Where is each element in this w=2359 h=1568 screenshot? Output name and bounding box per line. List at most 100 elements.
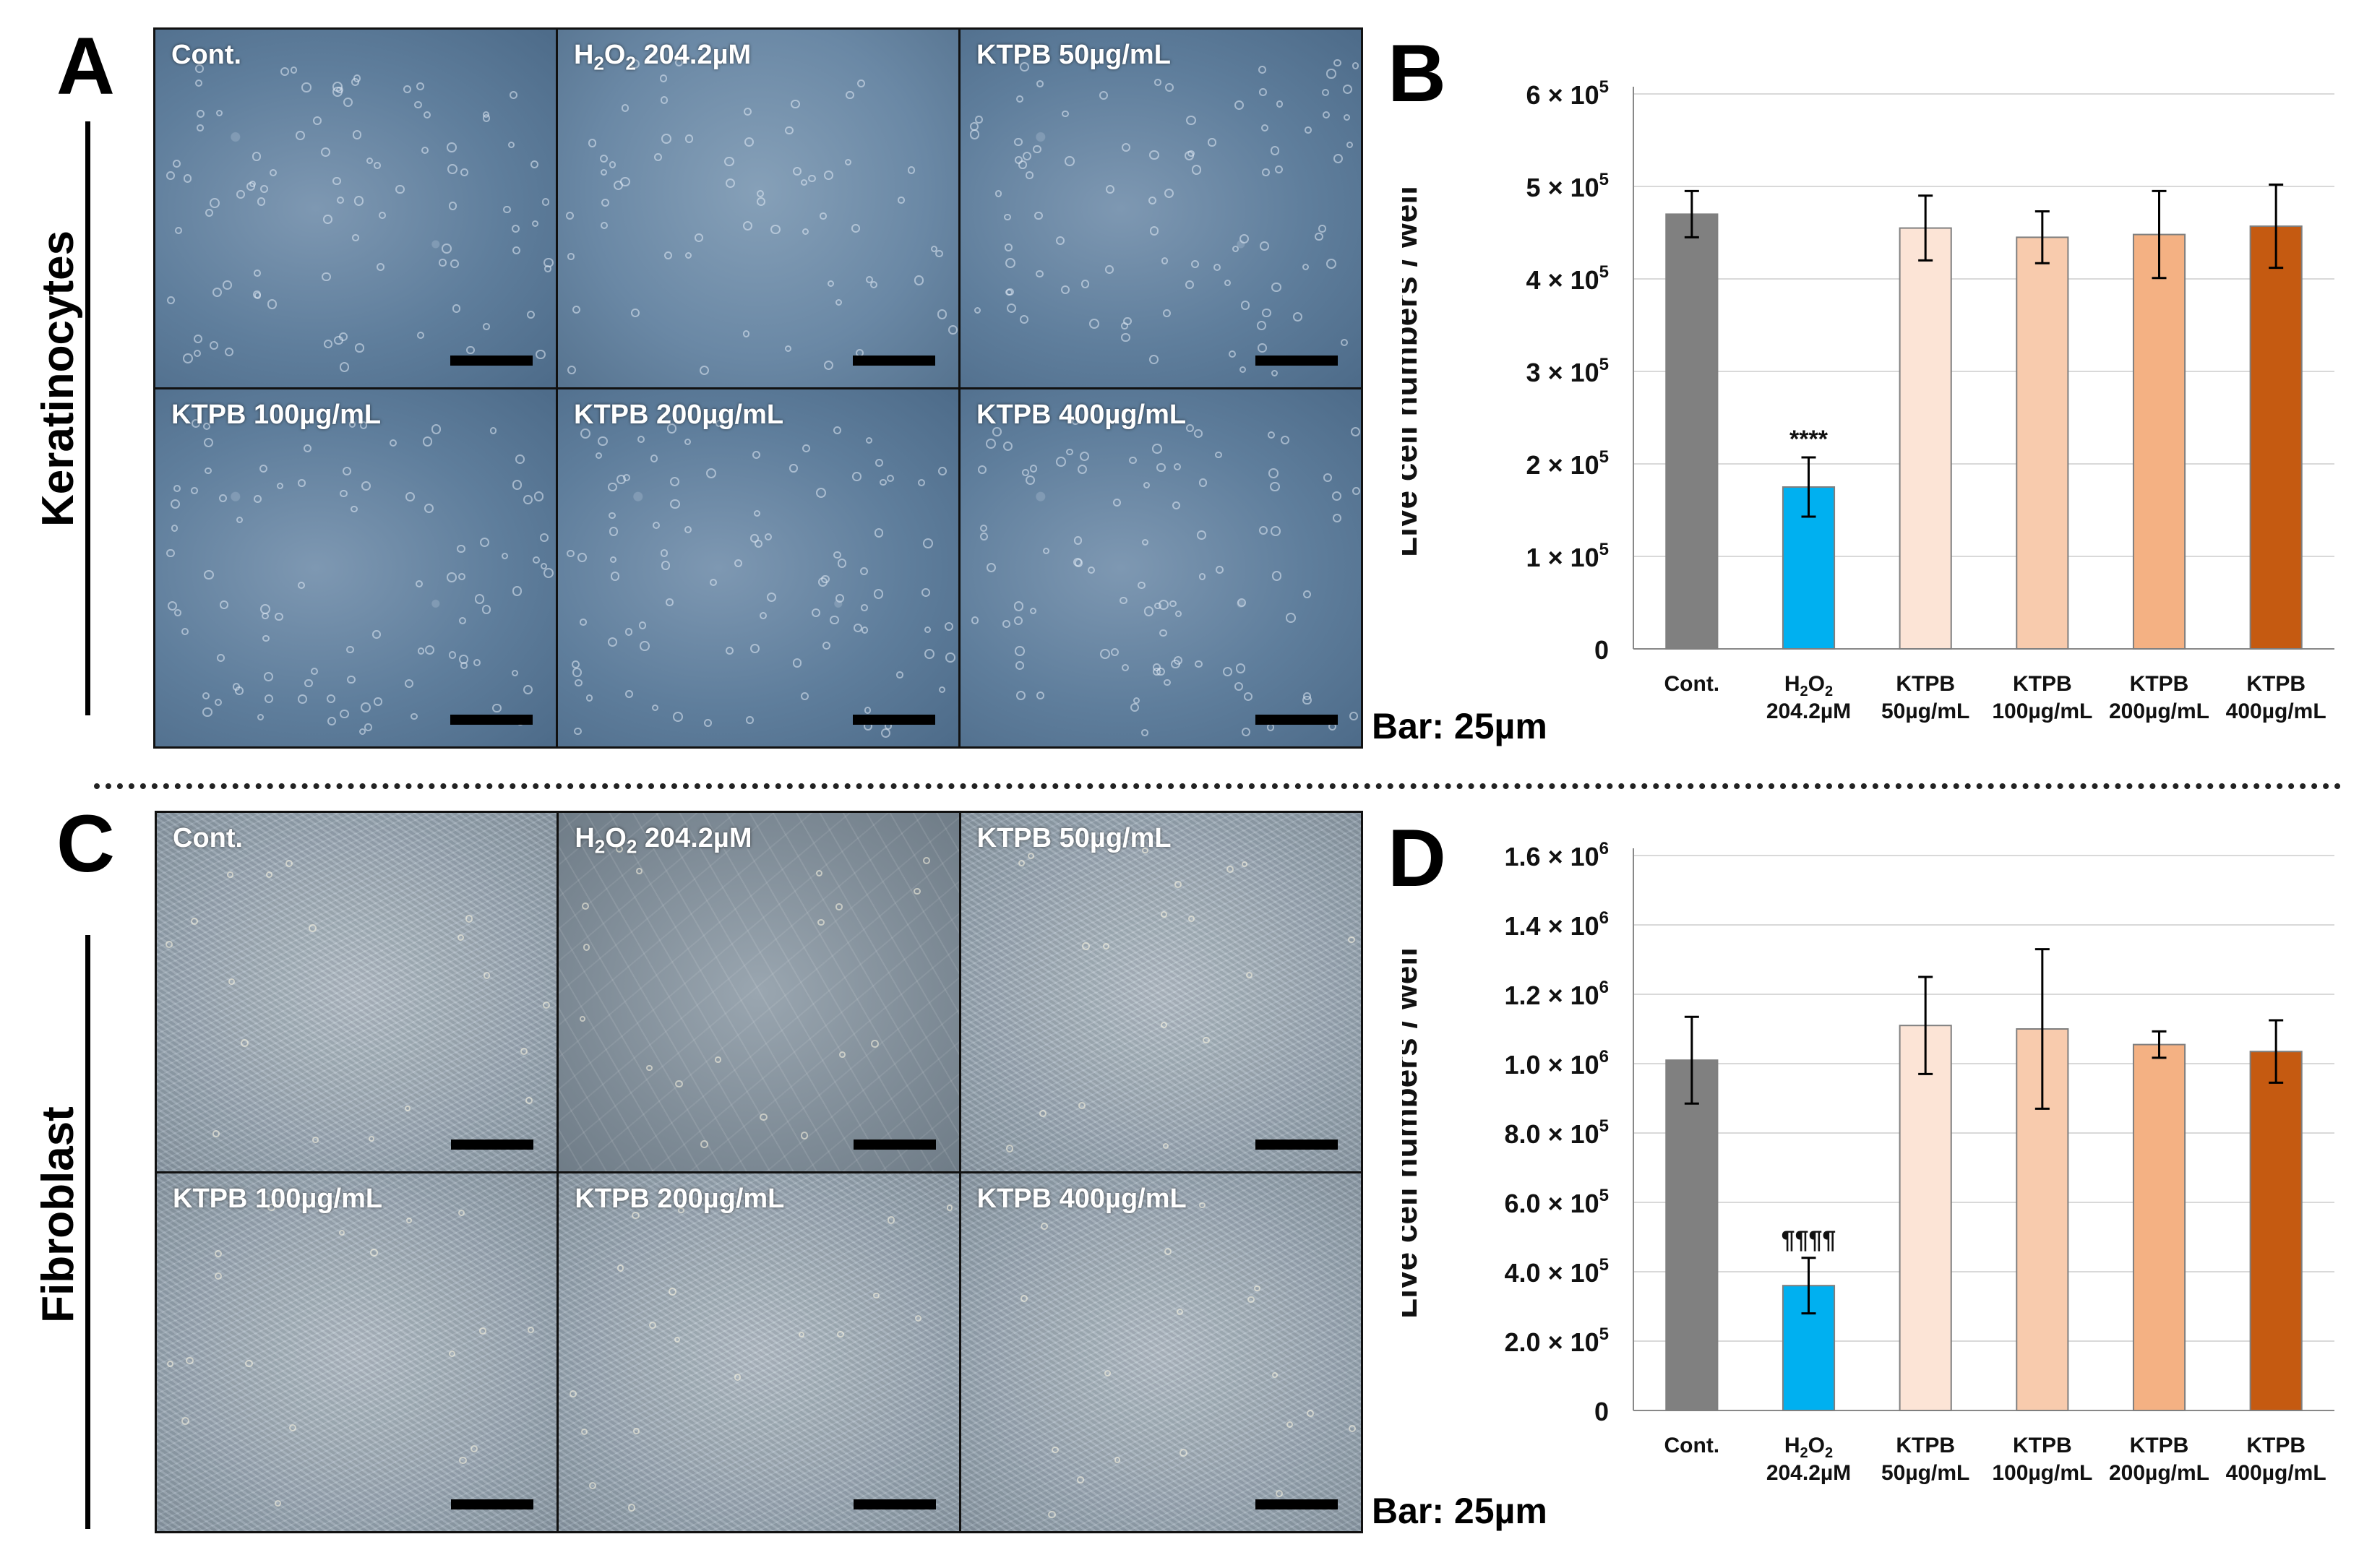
- x-tick-label: 204.2µM: [1766, 699, 1851, 723]
- micrograph-label: KTPB 200µg/mL: [575, 1183, 785, 1214]
- x-tick-label: KTPB: [2246, 1434, 2306, 1457]
- micrograph-label: KTPB 50µg/mL: [976, 40, 1171, 70]
- cell-texture: [155, 389, 556, 747]
- bar-cont: [1665, 1059, 1719, 1411]
- panel-letter-c: C: [56, 798, 115, 889]
- cell-texture: [961, 813, 1361, 1171]
- fibroblast-micrograph-grid: Cont. H2O2 204.2µM KTPB 50µg/mL KTPB 100…: [155, 811, 1363, 1533]
- scale-bar: [1255, 1499, 1338, 1509]
- scale-bar: [853, 355, 935, 366]
- y-tick-label: 3 × 105: [1526, 355, 1609, 387]
- micrograph-kera-cont: Cont.: [155, 30, 556, 387]
- y-tick-label: 4 × 105: [1526, 262, 1609, 295]
- scale-caption-bottom: Bar: 25µm: [1372, 1491, 1547, 1531]
- cell-texture: [157, 813, 557, 1171]
- scale-bar: [1255, 1139, 1338, 1150]
- micrograph-label: H2O2 204.2µM: [574, 40, 752, 74]
- significance-marker: ¶¶¶¶: [1782, 1226, 1836, 1254]
- scale-bar: [853, 715, 935, 725]
- micrograph-label: KTPB 100µg/mL: [173, 1183, 383, 1214]
- cell-texture: [559, 813, 958, 1171]
- chart-b-keratinocyte-viability: 0 1 × 105 2 × 105 3 × 105 4 × 105 5 × 105 6 × …: [1402, 77, 2334, 723]
- x-tick-label: KTPB: [2013, 1434, 2072, 1457]
- micrograph-kera-ktpb200: KTPB 200µg/mL: [558, 389, 958, 747]
- x-tick-label: H2O2: [1784, 672, 1833, 699]
- cell-texture: [155, 30, 556, 387]
- micrograph-kera-ktpb100: KTPB 100µg/mL: [155, 389, 556, 747]
- y-tick-label: 5 × 105: [1526, 170, 1609, 202]
- x-tick-label: KTPB: [2130, 672, 2189, 696]
- scale-bar: [1255, 715, 1338, 725]
- panel-letter-d: D: [1388, 813, 1446, 903]
- panel-letter-a: A: [56, 21, 115, 111]
- cell-texture: [558, 30, 958, 387]
- x-tick-label: KTPB: [1896, 672, 1955, 696]
- row-label-keratinocytes: Keratinocytes: [33, 230, 83, 527]
- x-tick-label: 50µg/mL: [1881, 1461, 1969, 1485]
- bar-ktpb200: [2132, 1043, 2186, 1411]
- micrograph-label: KTPB 100µg/mL: [171, 399, 382, 430]
- micrograph-label: KTPB 200µg/mL: [574, 399, 784, 430]
- x-tick-label: Cont.: [1664, 1434, 1720, 1457]
- cell-texture: [961, 389, 1361, 747]
- y-tick-label: 1.4 × 106: [1505, 908, 1609, 941]
- micrograph-kera-ktpb400: KTPB 400µg/mL: [961, 389, 1361, 747]
- y-tick-label: 1.6 × 106: [1505, 839, 1609, 871]
- scale-caption-top: Bar: 25µm: [1372, 706, 1547, 746]
- panel-letter-b: B: [1388, 28, 1446, 119]
- micrograph-label: H2O2 204.2µM: [575, 823, 752, 858]
- y-tick-label: 0: [1594, 1397, 1609, 1426]
- y-tick-label: 1 × 105: [1526, 540, 1609, 572]
- micrograph-fib-cont: Cont.: [157, 813, 557, 1171]
- x-tick-label: 100µg/mL: [1992, 699, 2092, 723]
- micrograph-fib-ktpb50: KTPB 50µg/mL: [961, 813, 1361, 1171]
- keratinocyte-micrograph-grid: Cont. H2O2 204.2µM KTPB 50µg/mL KTPB 100…: [153, 27, 1363, 749]
- chart-d-fibroblast-viability: 0 2.0 × 105 4.0 × 105 6.0 × 105 8.0 × 105 1.0…: [1402, 839, 2334, 1485]
- y-tick-label: 6 × 105: [1526, 77, 1609, 110]
- cell-texture: [558, 389, 958, 747]
- scale-bar: [853, 1139, 936, 1150]
- bar-ktpb50: [1899, 1025, 1952, 1411]
- bar-ktpb200: [2132, 233, 2186, 650]
- x-tick-label: 100µg/mL: [1992, 1461, 2092, 1485]
- y-tick-label: 6.0 × 105: [1505, 1186, 1609, 1218]
- bar-ktpb50: [1899, 227, 1952, 650]
- cell-texture: [961, 1173, 1361, 1532]
- cell-texture: [559, 1173, 958, 1532]
- bar-ktpb400: [2249, 1051, 2303, 1411]
- bar-ktpb100: [2016, 236, 2069, 650]
- row-bracket-bottom: [85, 935, 90, 1529]
- y-tick-label: 1.0 × 106: [1505, 1047, 1609, 1080]
- x-tick-label: 400µg/mL: [2226, 1461, 2326, 1485]
- x-tick-label: KTPB: [2130, 1434, 2189, 1457]
- cell-texture: [961, 30, 1361, 387]
- micrograph-label: KTPB 400µg/mL: [976, 1183, 1187, 1214]
- micrograph-kera-h2o2: H2O2 204.2µM: [558, 30, 958, 387]
- x-tick-label: 200µg/mL: [2109, 1461, 2209, 1485]
- bar-cont: [1665, 213, 1719, 650]
- y-axis-label: Live cell numbers / well: [1402, 186, 1424, 557]
- x-tick-label: KTPB: [1896, 1434, 1955, 1457]
- scale-bar: [853, 1499, 936, 1509]
- x-tick-label: Cont.: [1664, 672, 1720, 696]
- significance-marker: ****: [1789, 426, 1829, 453]
- micrograph-fib-h2o2: H2O2 204.2µM: [559, 813, 959, 1171]
- row-label-fibroblast: Fibroblast: [33, 1106, 83, 1323]
- bar-ktpb400: [2249, 225, 2303, 650]
- y-tick-label: 8.0 × 105: [1505, 1116, 1609, 1149]
- x-tick-label: H2O2: [1784, 1434, 1833, 1461]
- micrograph-fib-ktpb100: KTPB 100µg/mL: [157, 1173, 557, 1531]
- micrograph-label: Cont.: [173, 823, 244, 853]
- y-tick-label: 4.0 × 105: [1505, 1255, 1609, 1288]
- x-tick-label: KTPB: [2013, 672, 2072, 696]
- micrograph-fib-ktpb200: KTPB 200µg/mL: [559, 1173, 959, 1532]
- x-tick-label: KTPB: [2246, 672, 2306, 696]
- y-tick-label: 0: [1594, 635, 1609, 665]
- x-tick-label: 200µg/mL: [2109, 699, 2209, 723]
- scale-bar: [451, 1139, 534, 1150]
- y-tick-label: 1.2 × 106: [1505, 978, 1609, 1010]
- micrograph-label: KTPB 50µg/mL: [976, 823, 1172, 853]
- scale-bar: [450, 355, 533, 366]
- x-tick-label: 204.2µM: [1766, 1461, 1851, 1485]
- x-tick-label: 400µg/mL: [2226, 699, 2326, 723]
